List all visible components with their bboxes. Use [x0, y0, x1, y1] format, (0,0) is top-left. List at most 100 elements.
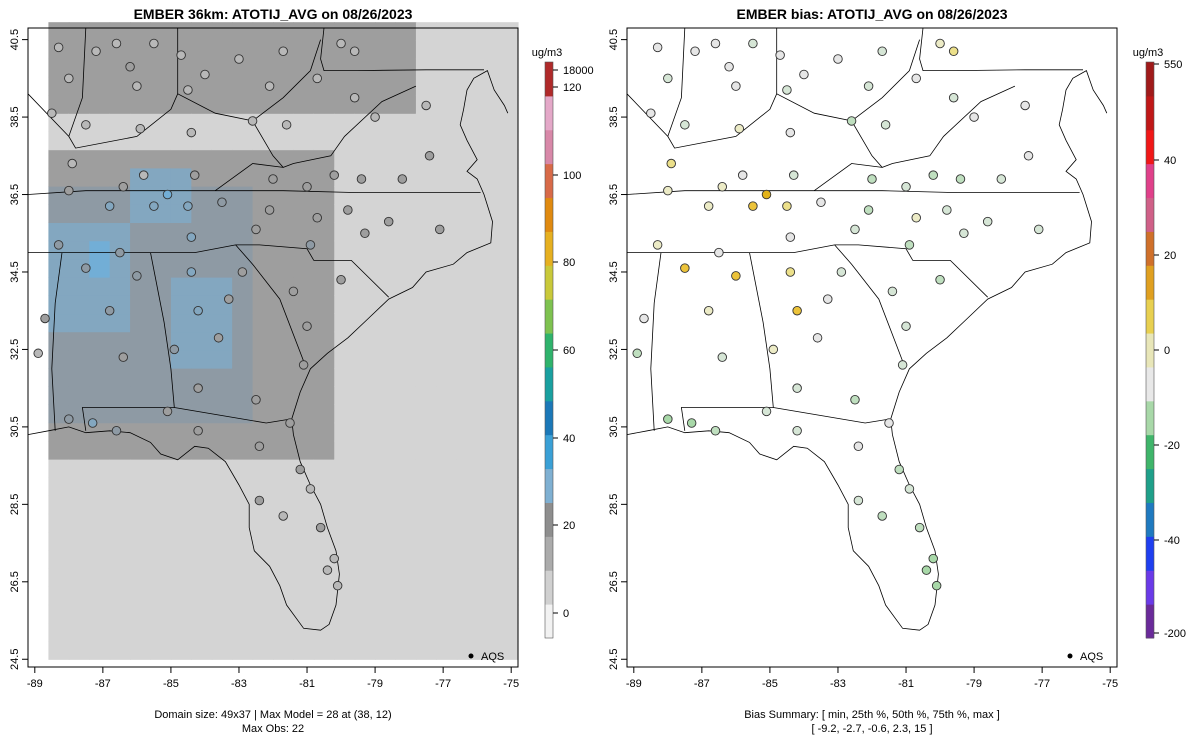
grid-cell — [170, 568, 192, 588]
station-point — [782, 201, 792, 211]
grid-cell — [415, 131, 437, 151]
station-point — [33, 348, 43, 359]
grid-cell — [456, 622, 478, 642]
grid-cell — [375, 404, 397, 424]
grid-cell — [293, 513, 315, 533]
grid-cell — [477, 58, 499, 78]
grid-cell — [170, 313, 192, 333]
grid-cell — [150, 149, 172, 169]
grid-cell — [456, 22, 478, 41]
grid-cell — [273, 513, 295, 533]
station-point — [268, 174, 278, 184]
grid-cell — [130, 586, 152, 606]
grid-cell — [273, 222, 295, 242]
grid-cell — [211, 277, 233, 296]
grid-cell — [211, 568, 233, 588]
grid-cell — [170, 440, 192, 460]
grid-cell — [170, 240, 192, 260]
grid-cell — [150, 513, 172, 533]
state-border — [851, 39, 920, 122]
grid-cell — [477, 295, 499, 315]
grid-cell — [211, 22, 233, 41]
grid-cell — [293, 349, 315, 369]
grid-cell — [109, 459, 131, 478]
grid-cell — [415, 568, 437, 588]
colorbar-swatch — [545, 536, 553, 571]
grid-cell — [232, 641, 254, 660]
x-tick-label: -79 — [367, 678, 383, 690]
colorbar-swatch — [545, 502, 553, 537]
grid-cell — [313, 550, 335, 569]
station-point — [816, 197, 826, 208]
grid-cell — [436, 258, 458, 278]
y-tick-label: 34.5 — [9, 261, 21, 282]
grid-cell — [334, 76, 356, 96]
grid-cell — [313, 349, 335, 369]
caption-line2: Max Obs: 22 — [242, 723, 304, 735]
grid-cell — [293, 204, 315, 224]
state-border — [680, 252, 774, 431]
grid-cell — [232, 568, 254, 588]
colorbar-swatch — [545, 468, 553, 503]
grid-cell — [252, 604, 274, 624]
station-point — [434, 224, 445, 235]
grid-cell — [497, 422, 519, 442]
station-point — [646, 108, 656, 118]
grid-cell — [109, 131, 131, 151]
y-tick-label: 32.5 — [9, 339, 21, 360]
grid-cell — [211, 58, 233, 78]
grid-cell — [48, 113, 70, 133]
grid-cell — [354, 531, 376, 551]
station-point — [931, 580, 942, 591]
grid-cell — [130, 440, 152, 460]
grid-cell — [252, 277, 274, 296]
grid-cell — [191, 622, 213, 642]
grid-cell — [456, 113, 478, 133]
grid-cell — [232, 550, 254, 569]
coastline — [27, 70, 509, 631]
grid-cell — [109, 604, 131, 624]
grid-cell — [109, 440, 131, 460]
station-point — [298, 360, 309, 370]
grid-cell — [232, 240, 254, 260]
grid-cell — [293, 258, 315, 278]
grid-cell — [497, 204, 519, 224]
grid-cell — [313, 258, 335, 278]
grid-cell — [354, 204, 376, 224]
grid-cell — [252, 22, 274, 41]
station-point — [1023, 151, 1034, 161]
grid-cell — [497, 295, 519, 315]
grid-cell — [252, 641, 274, 660]
grid-cell — [89, 404, 111, 424]
grid-cell — [89, 240, 111, 260]
grid-cell — [232, 459, 254, 478]
grid-cell — [191, 604, 213, 624]
station-point — [823, 294, 833, 304]
legend-marker — [1067, 653, 1073, 659]
grid-cell — [273, 531, 295, 551]
grid-cell — [415, 240, 437, 260]
station-point — [982, 216, 993, 227]
station-point — [877, 46, 887, 56]
grid-cell — [415, 404, 437, 424]
grid-cell — [48, 440, 70, 460]
grid-cell — [477, 40, 499, 60]
grid-cell — [497, 440, 519, 460]
grid-cell — [477, 568, 499, 588]
grid-cell — [150, 94, 172, 114]
grid-cell — [456, 149, 478, 169]
station-point — [799, 69, 809, 80]
grid-cell — [191, 368, 213, 387]
grid-cell — [456, 586, 478, 606]
grid-cell — [313, 295, 335, 315]
grid-cell — [436, 440, 458, 460]
grid-cell — [436, 113, 458, 133]
grid-cell — [497, 641, 519, 660]
grid-cell — [211, 422, 233, 442]
grid-cell — [68, 440, 90, 460]
station-point — [948, 46, 959, 56]
station-point — [792, 426, 802, 436]
grid-cell — [252, 404, 274, 424]
grid-cell — [293, 22, 315, 41]
grid-cell — [293, 295, 315, 315]
